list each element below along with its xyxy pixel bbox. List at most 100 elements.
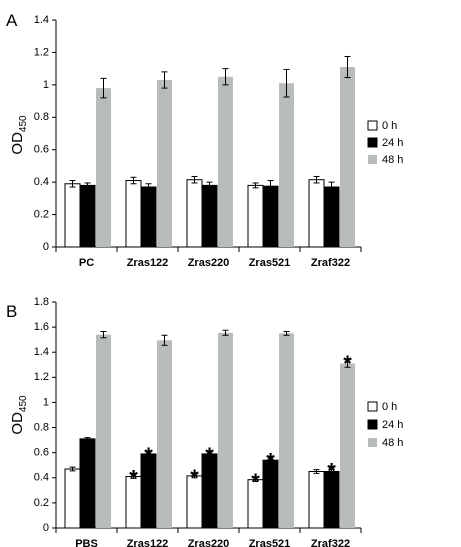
legend-label: 0 h: [382, 401, 397, 413]
y-axis-label-base: OD: [9, 412, 26, 435]
error-bar: [344, 359, 351, 368]
bar: [218, 76, 233, 247]
y-tick-label: 0.4: [34, 176, 49, 188]
bar: [64, 183, 81, 248]
bar: [157, 79, 172, 247]
bar: [308, 179, 325, 248]
y-tick-label: 0.6: [34, 144, 49, 156]
x-category-label: Zras122: [127, 538, 169, 547]
significance-star: *: [144, 443, 153, 468]
y-tick-label: 0.2: [34, 208, 49, 220]
bar: [279, 333, 294, 528]
y-tick-label: 1: [43, 79, 49, 91]
y-tick-label: 1.2: [34, 371, 49, 383]
y-axis-label-base: OD: [9, 132, 26, 155]
bar: [64, 468, 81, 529]
error-bar: [69, 466, 76, 472]
significance-star: *: [266, 449, 275, 474]
legend-swatch: [368, 155, 377, 164]
legend-label: 48 h: [382, 154, 403, 166]
error-bar: [267, 180, 274, 193]
bar: [201, 184, 218, 248]
bar: [308, 471, 325, 529]
y-tick-label: 0.6: [34, 447, 49, 459]
error-bar: [161, 71, 168, 89]
error-bar: [283, 331, 290, 336]
y-tick-label: 1.2: [34, 46, 49, 58]
y-tick-label: 1.4: [34, 346, 49, 358]
y-tick-label: 1: [43, 396, 49, 408]
error-bar: [161, 334, 168, 346]
error-bar: [69, 180, 76, 188]
significance-star: *: [190, 465, 199, 490]
y-tick-label: 0.8: [34, 421, 49, 433]
legend-label: 24 h: [382, 137, 403, 149]
y-tick-label: 0.2: [34, 497, 49, 509]
bar: [279, 83, 294, 247]
bar: [262, 185, 279, 248]
error-bar: [84, 182, 91, 189]
error-bar: [283, 68, 290, 98]
error-bar: [130, 474, 137, 479]
bar: [340, 67, 355, 248]
bar: [125, 180, 142, 248]
legend-label: 0 h: [382, 120, 397, 132]
error-bar: [191, 175, 198, 184]
y-tick-label: 0: [43, 522, 49, 534]
y-axis-label-subscript: 450: [18, 395, 29, 412]
panel-letter: B: [6, 302, 17, 321]
error-bar: [267, 457, 274, 464]
y-axis-label: OD450: [9, 115, 29, 155]
y-tick-label: 0.8: [34, 111, 49, 123]
error-bar: [206, 181, 213, 190]
bar: [157, 340, 172, 528]
y-axis-label-subscript: 450: [18, 115, 29, 132]
error-bar: [130, 176, 137, 185]
y-tick-label: 1.8: [34, 296, 49, 308]
bar: [79, 184, 96, 248]
error-bar: [84, 437, 91, 441]
legend-swatch: [367, 137, 378, 148]
error-bar: [252, 182, 259, 189]
y-tick-label: 1.4: [34, 14, 49, 26]
significance-star: *: [343, 351, 352, 376]
error-bar: [100, 77, 107, 99]
y-axis-label: OD450: [9, 395, 29, 435]
significance-star: *: [251, 469, 260, 494]
legend-label: 48 h: [382, 437, 403, 449]
bar: [79, 438, 96, 529]
x-category-label: Zras220: [188, 257, 230, 269]
error-bar: [100, 331, 107, 339]
error-bar: [222, 68, 229, 86]
y-tick-label: 0: [43, 241, 49, 253]
significance-star: *: [327, 459, 336, 484]
bar: [186, 179, 203, 248]
x-category-label: Zras521: [249, 538, 291, 547]
x-category-label: Zras220: [188, 538, 230, 547]
bar: [96, 334, 111, 528]
error-bar: [222, 329, 229, 336]
x-category-label: PBS: [75, 538, 98, 547]
error-bar: [145, 183, 152, 191]
error-bar: [191, 473, 198, 479]
legend-swatch: [367, 120, 378, 131]
error-bar: [328, 181, 335, 193]
x-category-label: Zras122: [127, 257, 169, 269]
error-bar: [313, 175, 320, 184]
significance-star: *: [205, 443, 214, 468]
x-category-label: Zraf322: [311, 257, 350, 269]
panel-letter: A: [6, 11, 18, 30]
x-category-label: Zraf322: [311, 538, 350, 547]
y-tick-label: 1.6: [34, 321, 49, 333]
bar: [218, 332, 233, 528]
error-bar: [344, 55, 351, 79]
legend-swatch: [368, 438, 377, 447]
legend-swatch: [367, 401, 378, 412]
bar: [96, 88, 111, 247]
x-category-label: Zras521: [249, 257, 291, 269]
error-bar: [145, 451, 152, 457]
error-bar: [252, 477, 259, 483]
y-tick-label: 0.4: [34, 472, 49, 484]
legend-swatch: [367, 419, 378, 430]
